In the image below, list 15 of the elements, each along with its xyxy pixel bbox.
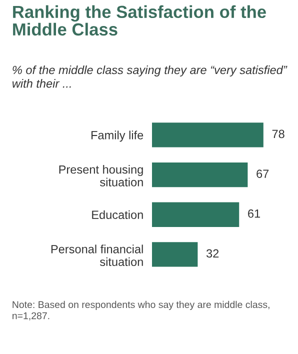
text: Note: Based on respondents who say they are middle class, n=1,287. bbox=[12, 300, 270, 320]
y-tick-label: Family life bbox=[91, 130, 144, 142]
chart-title: Ranking the Satisfaction of the Middle Class bbox=[13, 5, 266, 36]
y-tick-label: Personal financial situation bbox=[51, 244, 143, 266]
data-label: 32 bbox=[206, 249, 219, 258]
data-label: 61 bbox=[248, 209, 260, 218]
bar bbox=[152, 162, 248, 188]
y-tick-label: Education bbox=[92, 210, 143, 220]
bar bbox=[152, 122, 264, 148]
y-tick-label: Present housing situation bbox=[59, 165, 143, 186]
chart-subtitle: % of the middle class saying they are “very satisfied” with their ... bbox=[12, 65, 288, 88]
bar bbox=[152, 202, 240, 227]
data-label: 67 bbox=[256, 170, 269, 178]
bar bbox=[152, 242, 198, 267]
data-label: 78 bbox=[272, 130, 284, 138]
